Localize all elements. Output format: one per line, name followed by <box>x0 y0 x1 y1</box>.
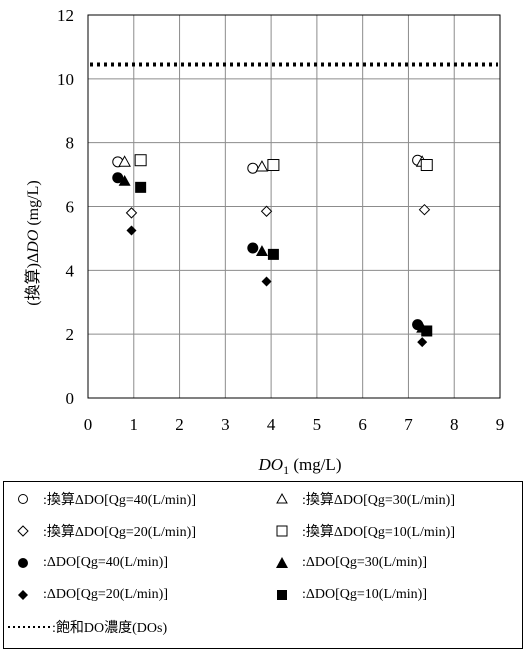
legend-item: :ΔDO[Qg=40(L/min)] <box>13 551 168 575</box>
data-point-diamond-filled <box>261 276 272 287</box>
data-point-square-open <box>420 159 433 172</box>
data-point-diamond-open <box>125 207 138 219</box>
legend-item: :換算ΔDO[Qg=40(L/min)] <box>13 487 196 511</box>
data-point-circle-filled <box>112 172 124 184</box>
legend-label: :ΔDO[Qg=20(L/min)] <box>43 587 168 602</box>
data-point-triangle-open <box>118 155 131 167</box>
data-point-diamond-open <box>418 203 431 216</box>
x-tick-label: 6 <box>358 415 367 434</box>
y-tick-label: 0 <box>66 389 75 408</box>
legend-item: :ΔDO[Qg=20(L/min)] <box>13 583 168 607</box>
grid-lines <box>87 14 501 399</box>
y-axis-label-prefix: (換算)Δ <box>23 253 42 306</box>
data-point-diamond-open <box>260 205 273 217</box>
legend-item: :ΔDO[Qg=10(L/min)] <box>272 583 427 607</box>
legend-label: :ΔDO[Qg=40(L/min)] <box>43 555 168 570</box>
legend-item: :換算ΔDO[Qg=20(L/min)] <box>13 519 196 543</box>
data-point-square-filled <box>421 325 433 337</box>
x-tick-label: 2 <box>175 415 184 434</box>
legend-label: :ΔDO[Qg=30(L/min)] <box>302 555 427 570</box>
data-point-square-open <box>267 159 280 172</box>
y-axis-label: (換算)ΔDO (mg/L) <box>23 180 42 305</box>
legend-marker-square-filled-icon <box>272 585 292 605</box>
data-point-diamond-filled <box>417 337 428 348</box>
y-tick-label: 12 <box>57 6 74 25</box>
x-tick-label: 9 <box>496 415 505 434</box>
data-point-diamond-filled <box>126 225 137 236</box>
x-tick-label: 8 <box>450 415 459 434</box>
y-axis-label-unit: (mg/L) <box>25 180 42 229</box>
data-point-triangle-filled <box>255 245 268 256</box>
legend-label: :換算ΔDO[Qg=40(L/min)] <box>43 493 196 508</box>
legend-item: :飽和DO濃度(DOs) <box>8 615 167 639</box>
data-point-triangle-open <box>255 160 269 172</box>
legend-marker-circle-filled-icon <box>13 553 33 573</box>
x-axis-label: DO1 (mg/L) <box>258 455 342 477</box>
x-tick-label: 4 <box>267 415 276 434</box>
y-tick-label: 6 <box>66 198 75 217</box>
data-point-square-filled <box>267 248 279 260</box>
legend-item: :換算ΔDO[Qg=10(L/min)] <box>272 519 455 543</box>
x-axis-label-unit: (mg/L) <box>289 455 341 474</box>
legend-label: :飽和DO濃度(DOs) <box>52 621 168 636</box>
x-tick-label: 7 <box>404 415 413 434</box>
legend-marker-circle-open-icon <box>13 489 33 509</box>
x-tick-label: 3 <box>221 415 230 434</box>
legend-marker-diamond-open-icon <box>13 521 33 541</box>
legend-label: :換算ΔDO[Qg=30(L/min)] <box>302 493 455 508</box>
x-tick-label: 0 <box>84 415 93 434</box>
legend-label: :換算ΔDO[Qg=20(L/min)] <box>43 525 196 540</box>
data-point-square-open <box>134 154 147 167</box>
legend-item: :ΔDO[Qg=30(L/min)] <box>272 551 427 575</box>
y-axis-label-do: DO <box>25 229 42 254</box>
y-tick-label: 2 <box>66 325 75 344</box>
legend-label: :ΔDO[Qg=10(L/min)] <box>302 587 427 602</box>
legend-marker-square-open-icon <box>272 521 292 541</box>
x-axis-label-sub: 1 <box>283 463 289 477</box>
x-axis-label-do: DO <box>258 455 284 474</box>
y-tick-label: 10 <box>57 70 74 89</box>
legend-item: :換算ΔDO[Qg=30(L/min)] <box>272 487 455 511</box>
legend-label: :換算ΔDO[Qg=10(L/min)] <box>302 525 455 540</box>
legend: :換算ΔDO[Qg=40(L/min)] :換算ΔDO[Qg=30(L/min)… <box>3 481 523 649</box>
legend-marker-triangle-open-icon <box>272 489 292 509</box>
data-markers <box>112 154 433 348</box>
legend-dotted-line-icon <box>8 623 52 631</box>
data-point-circle-filled <box>247 242 259 254</box>
x-tick-label: 1 <box>130 415 139 434</box>
plot-area <box>87 14 501 399</box>
legend-marker-diamond-filled-icon <box>13 585 33 605</box>
data-point-triangle-filled <box>118 174 131 186</box>
y-tick-label: 4 <box>66 261 75 280</box>
y-tick-label: 8 <box>66 134 75 153</box>
data-point-circle-open <box>247 162 259 174</box>
data-point-square-filled <box>135 181 147 193</box>
legend-marker-triangle-filled-icon <box>272 553 292 573</box>
x-tick-label: 5 <box>313 415 322 434</box>
